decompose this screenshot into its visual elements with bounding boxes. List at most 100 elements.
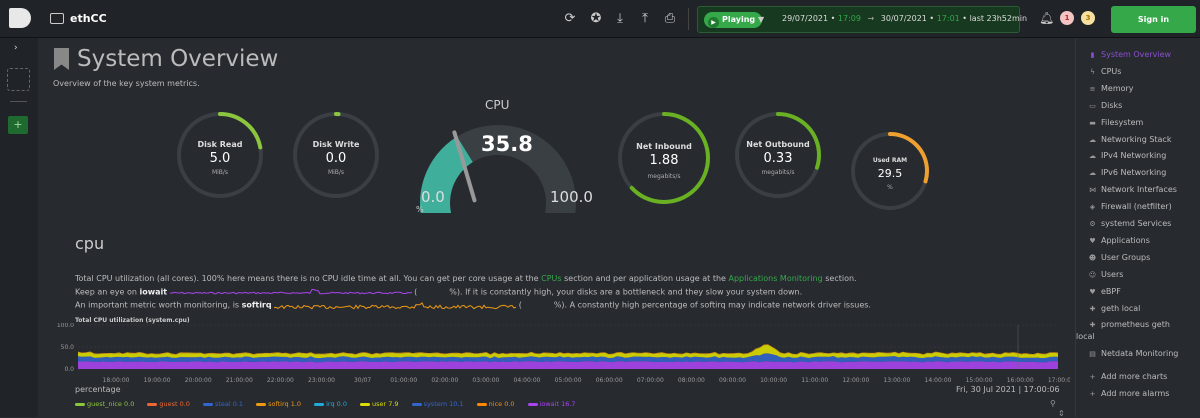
desc-text: Total CPU utilization (all cores). 100% … [75, 274, 542, 283]
space-placeholder[interactable] [7, 68, 30, 91]
gauge-net-outbound[interactable]: Net Outbound 0.33 megabits/s [733, 110, 823, 200]
gauge-ring [735, 112, 821, 198]
bolt-icon: ϟ [1090, 67, 1095, 76]
netdata-logo[interactable] [9, 8, 31, 28]
legend-item-system[interactable]: system 10.1 [411, 400, 464, 408]
download-icon[interactable]: ⤓ [617, 11, 623, 26]
legend-item-user[interactable]: user 7.9 [359, 400, 399, 408]
nav-item-geth-local[interactable]: ✚ geth local [1088, 304, 1141, 313]
softirq-keyword: softirq [241, 300, 272, 310]
users-icon: ☻ [1088, 253, 1097, 262]
cogs-icon: ⚙ [1089, 220, 1096, 228]
print-icon[interactable]: ⎙ [664, 11, 676, 26]
cpu-chart[interactable]: 100.0 50.0 0.0 18:00:00 19:00:00 20:00:00 21:0… [38, 323, 1070, 385]
from-date: 29/07/2021 • [782, 14, 838, 23]
expand-chevron-icon[interactable]: › [14, 43, 18, 53]
gauge-ring [618, 112, 710, 204]
chevron-down-icon[interactable]: ▼ [758, 15, 765, 24]
nav-item-ebpf[interactable]: ♥ eBPF [1088, 287, 1120, 296]
folder-icon: ▬ [1089, 118, 1096, 127]
legend-item-guest_nice[interactable]: guest_nice 0.0 [75, 400, 134, 408]
nav-item-system-overview[interactable]: ▮ System Overview [1088, 50, 1171, 59]
chart-resize-icon[interactable]: ⇕ [1058, 409, 1065, 418]
chart-icon: ▤ [1089, 350, 1096, 359]
nav-item-cpus[interactable]: ϟ CPUs [1088, 67, 1121, 76]
refresh-icon[interactable]: ⟳ [564, 11, 576, 26]
legend-name: system [423, 400, 450, 408]
iowait-sparkline [169, 288, 412, 295]
gauge-ring [851, 132, 929, 210]
nav-item-label: IPv4 Networking [1101, 151, 1167, 161]
legend-swatch [359, 402, 370, 406]
x-tick-label: 13:00:00 [883, 377, 910, 384]
nav-item-filesystem[interactable]: ▬ Filesystem [1088, 118, 1143, 127]
legend-item-irq[interactable]: irq 0.0 [314, 400, 347, 408]
toolbar-divider [688, 8, 689, 30]
cpu-gauge[interactable] [403, 93, 593, 213]
applications-monitoring-link[interactable]: Applications Monitoring [728, 274, 823, 283]
chart-zoom-icon[interactable]: ⚲ [1050, 399, 1056, 408]
nav-item-label: Disks [1101, 100, 1123, 110]
desc-text: section. [822, 274, 857, 283]
gauge-disk-read[interactable]: Disk Read 5.0 MiB/s [175, 110, 265, 200]
nav-item-prometheus-geth[interactable]: ✚ prometheus geth local [1076, 320, 1170, 341]
nav-item-netdata-monitoring[interactable]: ▤ Netdata Monitoring [1088, 349, 1178, 358]
nav-item-users[interactable]: ☺ Users [1088, 270, 1124, 279]
timeframe-picker[interactable]: ▶ Playing ▼ 29/07/2021 • 17:09 → 30/07/20… [697, 6, 1027, 33]
x-tick-label: 23:00:00 [308, 377, 335, 384]
legend-item-softirq[interactable]: softirq 1.0 [256, 400, 301, 408]
warning-alarm-badge[interactable]: 3 [1081, 11, 1095, 25]
x-tick-label: 11:00:00 [801, 377, 828, 384]
legend-item-iowait[interactable]: iowait 16.7 [527, 400, 576, 408]
gauge-value: 5.0 [209, 150, 231, 166]
legend-item-guest[interactable]: guest 0.0 [147, 400, 190, 408]
legend-swatch [147, 402, 158, 406]
nav-item-user-groups[interactable]: ☻ User Groups [1088, 253, 1150, 262]
legend-name: irq [326, 400, 337, 408]
nav-item-firewall-netfilter[interactable]: ◈ Firewall (netfilter) [1088, 202, 1172, 211]
legend-value: 7.9 [388, 400, 399, 408]
nav-item-label: Networking Stack [1101, 134, 1172, 144]
space-name[interactable]: ethCC [70, 12, 107, 25]
nav-item-networking-stack[interactable]: ☁ Networking Stack [1088, 135, 1171, 144]
nav-item-applications[interactable]: ♥ Applications [1088, 236, 1150, 245]
iowait-keyword: iowait [139, 287, 168, 297]
critical-alarm-badge[interactable]: 1 [1060, 11, 1074, 25]
nav-item-systemd-services[interactable]: ⚙ systemd Services [1088, 219, 1171, 228]
nav-item-add-more-alarms[interactable]: + Add more alarms [1088, 389, 1170, 398]
nav-item-memory[interactable]: ≡ Memory [1088, 84, 1134, 93]
gauge-net-inbound[interactable]: Net Inbound 1.88 megabits/s [616, 110, 712, 206]
nav-item-add-more-charts[interactable]: + Add more charts [1088, 372, 1168, 381]
cpu-description-line-3: An important metric worth monitoring, is… [75, 300, 871, 310]
nav-item-disks[interactable]: ▭ Disks [1088, 101, 1122, 110]
legend-item-nice[interactable]: nice 0.0 [476, 400, 515, 408]
gauge-disk-write[interactable]: Disk Write 0.0 MiB/s [291, 110, 381, 200]
theme-bulb-icon[interactable]: ✪ [590, 11, 602, 26]
sign-in-button[interactable]: Sign in [1111, 6, 1196, 33]
legend-swatch [411, 402, 422, 406]
nav-item-ipv4-networking[interactable]: ☁ IPv4 Networking [1088, 151, 1166, 160]
legend-item-steal[interactable]: steal 0.1 [202, 400, 243, 408]
playing-button[interactable]: ▶ Playing [704, 12, 763, 28]
cpus-link[interactable]: CPUs [541, 274, 562, 283]
y-tick-label: 50.0 [61, 344, 75, 351]
sparkline-path [274, 302, 517, 310]
x-tick-label: 15:00:00 [966, 377, 993, 384]
cpu-gauge-unit: % [416, 205, 424, 214]
x-tick-label: 14:00:00 [925, 377, 952, 384]
x-tick-label: 04:00:00 [514, 377, 541, 384]
legend-name: guest [159, 400, 180, 408]
nav-item-network-interfaces[interactable]: ⋈ Network Interfaces [1088, 185, 1177, 194]
nav-item-ipv6-networking[interactable]: ☁ IPv6 Networking [1088, 168, 1166, 177]
gauge-unit: MiB/s [211, 169, 229, 177]
desc-text: Keep an eye on [75, 287, 140, 297]
series-area-iowait [78, 361, 1058, 369]
add-space-button[interactable]: + [8, 116, 28, 134]
upload-icon[interactable]: ⤒ [642, 11, 648, 26]
bell-icon[interactable]: 🔔︎ [1039, 11, 1055, 25]
cpu-section-title: cpu [75, 234, 105, 253]
series-area-softirq [78, 344, 1058, 355]
gauge-used-ram[interactable]: Used RAM 29.5% [849, 130, 931, 212]
legend-name: guest_nice [87, 400, 124, 408]
x-tick-label: 10:00:00 [760, 377, 787, 384]
